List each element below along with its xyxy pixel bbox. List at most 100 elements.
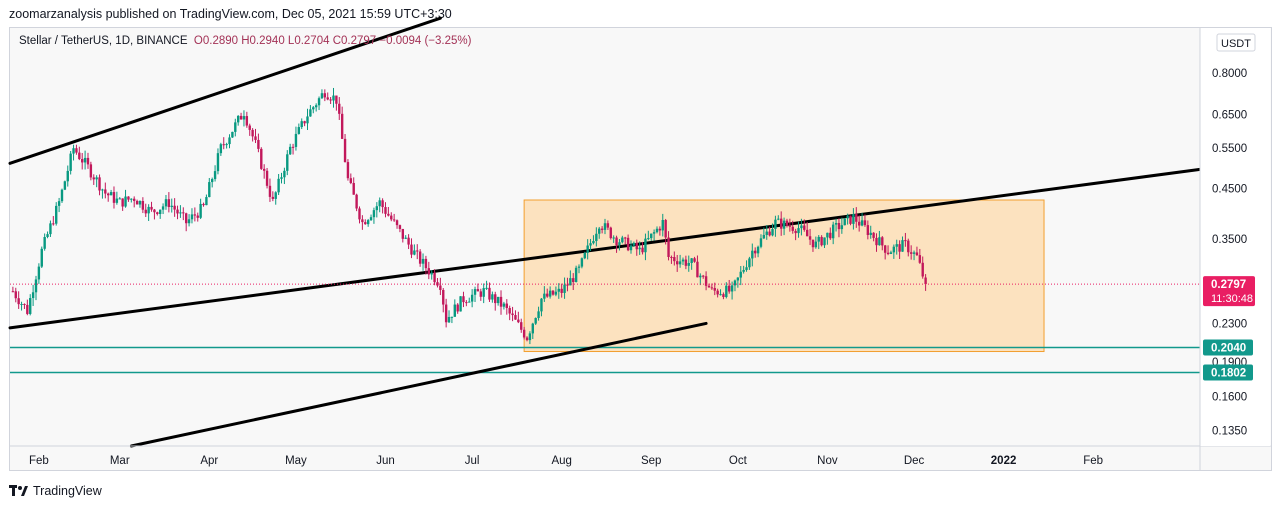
- candle: [788, 218, 792, 232]
- candle-body: [245, 116, 249, 126]
- price-tick-label: 0.2300: [1212, 318, 1247, 330]
- candle-body: [101, 189, 104, 191]
- candle: [528, 331, 532, 345]
- candle-body: [543, 293, 546, 299]
- candle-body: [748, 258, 751, 268]
- candle-body: [875, 237, 878, 246]
- candle: [118, 197, 121, 200]
- candle-body: [892, 246, 896, 253]
- candle: [638, 241, 641, 255]
- candle-body: [548, 290, 552, 297]
- candle-body: [158, 209, 162, 215]
- candle: [664, 218, 667, 245]
- candle-body: [909, 252, 913, 254]
- candle-body: [803, 225, 806, 230]
- candle-body: [635, 242, 638, 250]
- candle: [791, 220, 794, 234]
- candle-body: [586, 245, 589, 253]
- candle: [89, 161, 93, 181]
- candle: [210, 177, 214, 188]
- candle: [650, 233, 653, 241]
- candle-body: [156, 212, 159, 215]
- candle-body: [707, 285, 711, 288]
- candle-body: [381, 200, 384, 208]
- candle: [132, 196, 136, 208]
- candle: [756, 245, 760, 258]
- candle-body: [49, 223, 52, 235]
- candle-body: [184, 213, 188, 224]
- candle-body: [262, 168, 266, 171]
- candle: [384, 202, 387, 218]
- candle-body: [869, 232, 872, 235]
- candle: [733, 279, 737, 292]
- candle-body: [121, 198, 124, 207]
- candle-body: [693, 258, 696, 262]
- candle-body: [444, 304, 448, 323]
- candle-body: [485, 287, 488, 289]
- candle-body: [629, 245, 633, 251]
- candle-body: [135, 200, 139, 205]
- candle-body: [104, 189, 107, 194]
- candle: [895, 239, 898, 255]
- candle: [450, 316, 454, 324]
- candle: [863, 214, 867, 227]
- candle-body: [277, 178, 280, 193]
- candle-body: [190, 214, 194, 220]
- candle: [332, 87, 335, 108]
- candle-body: [791, 226, 794, 231]
- candle: [158, 209, 162, 219]
- candle-body: [418, 251, 422, 264]
- candle-body: [667, 237, 670, 257]
- symbol-name: Stellar / TetherUS, 1D, BINANCE: [19, 35, 188, 47]
- candle-body: [881, 237, 884, 246]
- candle: [196, 212, 199, 222]
- candle: [23, 303, 26, 309]
- candle: [312, 106, 315, 114]
- candle: [222, 137, 225, 150]
- candle-body: [713, 288, 716, 291]
- candle-body: [898, 244, 901, 252]
- candle: [505, 299, 508, 315]
- candle: [184, 212, 188, 232]
- candle: [710, 283, 714, 290]
- candle-body: [161, 206, 165, 210]
- candle-body: [352, 182, 355, 195]
- candle: [92, 174, 95, 185]
- candle: [843, 218, 846, 226]
- candle: [29, 294, 32, 316]
- candle: [696, 255, 699, 278]
- candle-body: [499, 296, 503, 307]
- candle-body: [774, 219, 777, 229]
- candle: [57, 197, 61, 213]
- candle: [514, 310, 517, 320]
- candle: [433, 269, 436, 286]
- candle: [800, 218, 803, 236]
- candle-body: [534, 317, 537, 324]
- candle: [872, 232, 875, 242]
- candle-body: [375, 206, 379, 211]
- candle: [912, 250, 916, 261]
- candle: [595, 227, 598, 247]
- candle: [592, 235, 595, 245]
- candle-body: [580, 258, 584, 267]
- candle-body: [219, 144, 223, 154]
- candle: [678, 254, 682, 268]
- candle-body: [808, 236, 812, 240]
- candle: [860, 212, 864, 227]
- candle: [343, 134, 347, 163]
- candle: [886, 245, 890, 256]
- candle-body: [606, 223, 610, 228]
- candle: [205, 194, 208, 206]
- candle: [583, 251, 586, 260]
- candle: [748, 256, 751, 270]
- candle: [482, 283, 485, 304]
- candle-body: [860, 220, 864, 226]
- candle-body: [225, 144, 228, 146]
- candle-body: [447, 316, 451, 323]
- candle: [606, 220, 610, 230]
- candle-body: [644, 238, 647, 253]
- candle: [104, 182, 107, 199]
- candle-body: [479, 291, 483, 297]
- tradingview-logo[interactable]: TradingView: [9, 484, 102, 498]
